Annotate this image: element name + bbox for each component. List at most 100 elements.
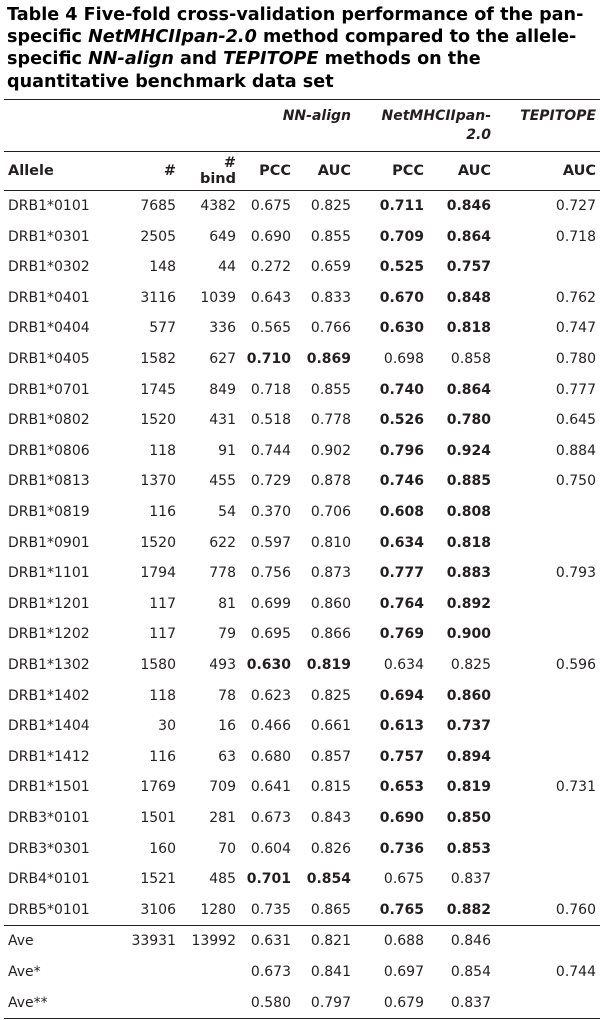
cell-nn-pcc: 0.272 xyxy=(250,259,291,276)
table-row: DRB1*0405 1582 627 0.710 0.869 0.698 0.858 0.78… xyxy=(4,344,600,375)
cell-count: 116 xyxy=(149,504,176,521)
cell-net-auc: 0.848 xyxy=(446,289,492,306)
col-header-nn-pcc: PCC xyxy=(240,150,295,191)
cell-nn-pcc: 0.604 xyxy=(250,840,291,857)
cell-bind: 649 xyxy=(209,228,236,245)
cell-net-pcc: 0.698 xyxy=(383,351,424,368)
cell-tep-auc: 0.596 xyxy=(555,657,597,674)
cell-allele: DRB1*0901 xyxy=(8,534,90,551)
table-row: DRB1*0404 577 336 0.565 0.766 0.630 0.818 0.747 xyxy=(4,313,600,344)
cell-nn-auc: 0.833 xyxy=(310,289,351,306)
caption-text: methods on the quantitative benchmark da… xyxy=(7,49,481,92)
table-row: DRB1*1201 117 81 0.699 0.860 0.764 0.892 xyxy=(4,589,600,620)
cell-net-auc: 0.757 xyxy=(446,259,492,276)
cell-net-pcc: 0.709 xyxy=(379,228,424,245)
cell-bind: 54 xyxy=(218,504,236,521)
cell-net-pcc: 0.675 xyxy=(383,871,424,888)
cell-count: 1794 xyxy=(140,565,176,582)
cell-bind: 281 xyxy=(209,809,236,826)
table-row: DRB1*1404 30 16 0.466 0.661 0.613 0.737 xyxy=(4,711,600,742)
cell-net-pcc: 0.711 xyxy=(379,198,424,215)
cell-net-pcc: 0.653 xyxy=(379,779,424,796)
cell-net-auc: 0.924 xyxy=(446,442,492,459)
cell-net-auc: 0.819 xyxy=(446,779,492,796)
table-row: DRB1*1101 1794 778 0.756 0.873 0.777 0.883 0.79… xyxy=(4,558,600,589)
cell-nn-pcc: 0.718 xyxy=(250,381,291,398)
cell-net-pcc: 0.765 xyxy=(379,901,424,918)
cell-allele: DRB1*0802 xyxy=(8,412,90,429)
cell-tep-auc xyxy=(495,680,600,711)
caption-text: Table 4 Five-fold cross-validation perfo… xyxy=(7,5,584,48)
cell-nn-auc: 0.857 xyxy=(310,748,351,765)
cell-allele: DRB1*0404 xyxy=(8,320,90,337)
cell-net-pcc: 0.634 xyxy=(383,657,424,674)
cell-bind: 79 xyxy=(218,626,236,643)
cell-bind: 16 xyxy=(218,718,236,735)
table-row: DRB1*1402 118 78 0.623 0.825 0.694 0.860 xyxy=(4,680,600,711)
cell-net-pcc: 0.746 xyxy=(379,473,424,490)
cell-allele: DRB4*0101 xyxy=(8,871,90,888)
cell-nn-auc: 0.659 xyxy=(310,259,351,276)
summary-row: Ave 33931 13992 0.631 0.821 0.688 0.846 xyxy=(4,925,601,957)
cell-count: 1501 xyxy=(140,809,176,826)
cell-bind: 4382 xyxy=(200,198,236,215)
table-row: DRB3*0101 1501 281 0.673 0.843 0.690 0.850 xyxy=(4,803,600,834)
cell-allele: DRB1*1412 xyxy=(8,748,90,765)
cell-tep-auc xyxy=(495,711,600,742)
cell-allele: DRB1*1404 xyxy=(8,718,90,735)
group-header-tepitope: TEPITOPE xyxy=(495,98,601,152)
cell-count: 1370 xyxy=(140,473,176,490)
cell-bind: 455 xyxy=(209,473,236,490)
cell-allele: DRB1*0813 xyxy=(8,473,90,490)
cell-nn-pcc: 0.631 xyxy=(240,925,295,957)
cell-net-auc: 0.885 xyxy=(446,473,492,490)
cell-allele: DRB1*0302 xyxy=(8,259,90,276)
cell-net-auc: 0.837 xyxy=(428,987,496,1019)
cell-net-pcc: 0.526 xyxy=(379,412,424,429)
cell-nn-pcc: 0.580 xyxy=(240,987,295,1019)
cell-allele: DRB1*1302 xyxy=(8,657,90,674)
cell-nn-auc: 0.797 xyxy=(295,987,355,1019)
cell-net-pcc: 0.769 xyxy=(379,626,424,643)
cell-nn-auc: 0.865 xyxy=(310,901,351,918)
table-row: DRB1*0302 148 44 0.272 0.659 0.525 0.757 xyxy=(4,252,600,283)
cell-net-auc: 0.894 xyxy=(446,748,492,765)
cell-tep-auc: 0.884 xyxy=(555,442,597,459)
cell-bind xyxy=(180,957,240,988)
cell-bind: 336 xyxy=(209,320,236,337)
cell-count: 118 xyxy=(149,442,176,459)
summary-row: Ave* 0.673 0.841 0.697 0.854 0.744 xyxy=(4,957,600,988)
cell-allele: DRB1*0701 xyxy=(8,381,90,398)
cell-bind: 63 xyxy=(218,748,236,765)
col-header-tep-auc: AUC xyxy=(495,150,601,191)
cell-bind: 1039 xyxy=(200,289,236,306)
table-body: DRB1*0101 7685 4382 0.675 0.825 0.711 0.846 0.7… xyxy=(4,190,601,1019)
cell-tep-auc: 0.750 xyxy=(555,473,597,490)
cell-tep-auc xyxy=(495,925,601,957)
caption-text: and xyxy=(173,49,224,70)
cell-net-auc: 0.818 xyxy=(446,320,492,337)
cell-count: 33931 xyxy=(126,925,180,957)
cell-count: 2505 xyxy=(140,228,176,245)
cell-nn-auc: 0.825 xyxy=(310,198,351,215)
cell-count: 160 xyxy=(149,840,176,857)
table-row: DRB1*0901 1520 622 0.597 0.810 0.634 0.818 xyxy=(4,527,600,558)
cell-bind: 431 xyxy=(209,412,236,429)
cell-count: 117 xyxy=(149,595,176,612)
cell-nn-auc: 0.841 xyxy=(310,963,351,980)
table-row: DRB1*1412 116 63 0.680 0.857 0.757 0.894 xyxy=(4,742,600,773)
cell-nn-pcc: 0.735 xyxy=(250,901,291,918)
cell-tep-auc: 0.747 xyxy=(555,320,597,337)
cell-bind: 70 xyxy=(218,840,236,857)
cell-nn-pcc: 0.643 xyxy=(250,289,291,306)
cell-net-auc: 0.864 xyxy=(446,381,492,398)
table-row: DRB1*1202 117 79 0.695 0.866 0.769 0.900 xyxy=(4,619,600,650)
cell-tep-auc xyxy=(495,527,600,558)
cell-allele: DRB1*1501 xyxy=(8,779,90,796)
cell-net-auc: 0.892 xyxy=(446,595,492,612)
cell-count: 118 xyxy=(149,687,176,704)
cell-bind: 44 xyxy=(218,259,236,276)
column-header-row: Allele # # bind PCC AUC PCC AUC AUC xyxy=(4,150,601,191)
col-header-net-pcc: PCC xyxy=(355,150,428,191)
table-row: DRB1*1501 1769 709 0.641 0.815 0.653 0.819 0.73… xyxy=(4,772,600,803)
